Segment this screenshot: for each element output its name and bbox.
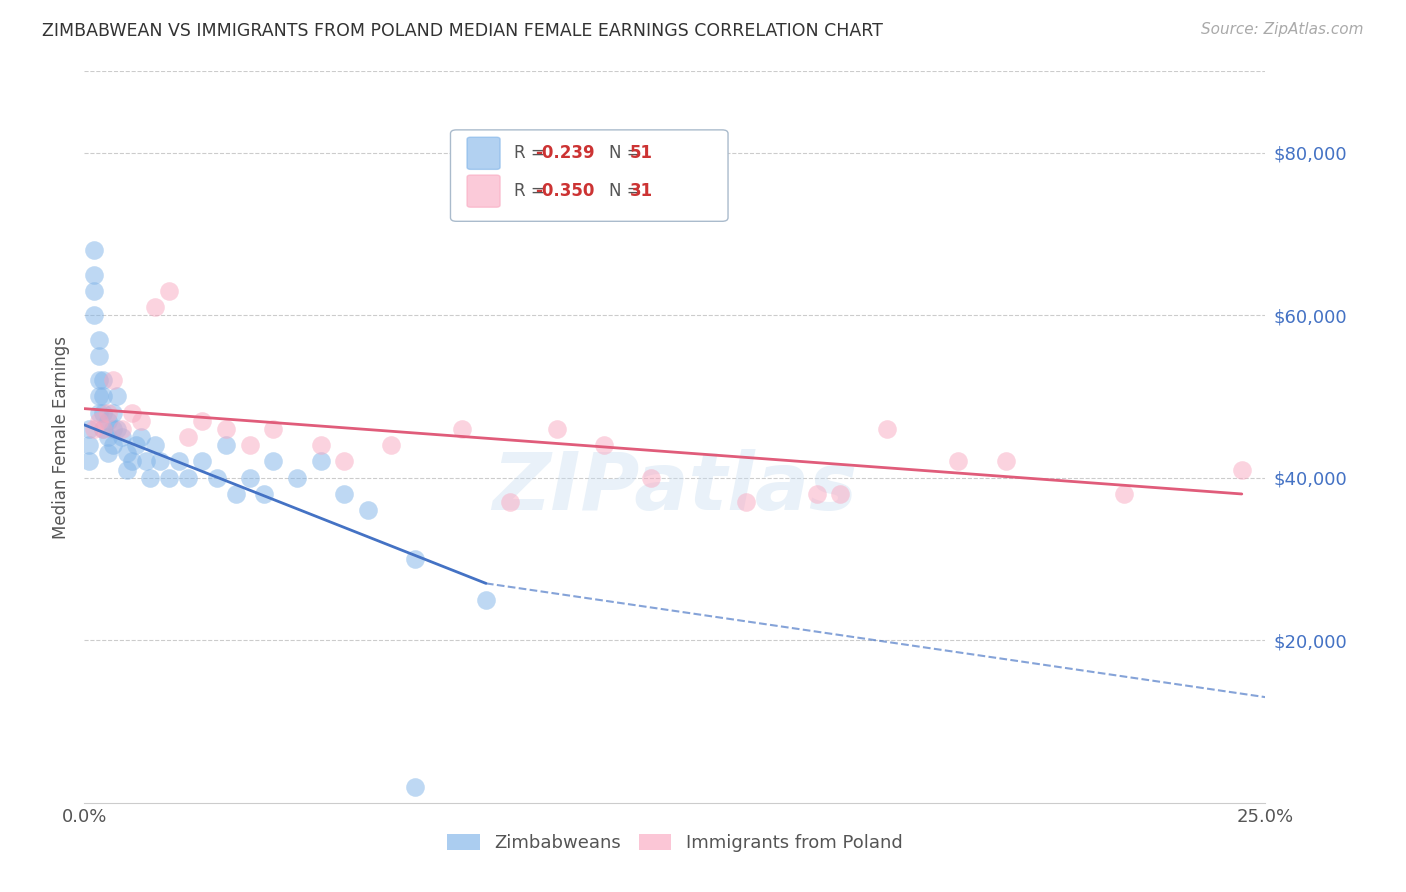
Point bbox=[157, 471, 180, 485]
Point bbox=[91, 422, 114, 436]
Point bbox=[87, 414, 110, 428]
Point bbox=[101, 422, 124, 436]
Text: Source: ZipAtlas.com: Source: ZipAtlas.com bbox=[1201, 22, 1364, 37]
Text: N =: N = bbox=[609, 145, 645, 162]
Point bbox=[115, 446, 138, 460]
Point bbox=[87, 406, 110, 420]
Point bbox=[87, 373, 110, 387]
Point bbox=[309, 454, 332, 468]
Point bbox=[333, 454, 356, 468]
Point bbox=[149, 454, 172, 468]
Text: ZIPatlas: ZIPatlas bbox=[492, 450, 858, 527]
Point bbox=[129, 414, 152, 428]
Point bbox=[97, 414, 120, 428]
Point bbox=[83, 268, 105, 282]
Text: 51: 51 bbox=[630, 145, 652, 162]
FancyBboxPatch shape bbox=[467, 137, 501, 169]
Text: R =: R = bbox=[515, 182, 550, 200]
Point bbox=[205, 471, 228, 485]
Point bbox=[139, 471, 162, 485]
Y-axis label: Median Female Earnings: Median Female Earnings bbox=[52, 335, 70, 539]
Point bbox=[129, 430, 152, 444]
Point bbox=[285, 471, 308, 485]
Point bbox=[498, 495, 520, 509]
Point bbox=[640, 471, 662, 485]
Point bbox=[111, 422, 134, 436]
Point bbox=[167, 454, 190, 468]
Point bbox=[135, 454, 157, 468]
Point bbox=[309, 438, 332, 452]
Point bbox=[1112, 487, 1135, 501]
Point bbox=[143, 438, 166, 452]
Point bbox=[97, 446, 120, 460]
Point bbox=[239, 438, 262, 452]
Point bbox=[357, 503, 380, 517]
Text: -0.239: -0.239 bbox=[536, 145, 595, 162]
Point bbox=[876, 422, 898, 436]
Point bbox=[83, 284, 105, 298]
Point bbox=[177, 430, 200, 444]
Point bbox=[83, 243, 105, 257]
Point bbox=[177, 471, 200, 485]
Point bbox=[125, 438, 148, 452]
Point bbox=[87, 349, 110, 363]
Point bbox=[546, 422, 568, 436]
FancyBboxPatch shape bbox=[450, 130, 728, 221]
Point bbox=[451, 422, 474, 436]
Point bbox=[239, 471, 262, 485]
Point bbox=[91, 389, 114, 403]
Point bbox=[225, 487, 247, 501]
Point bbox=[87, 389, 110, 403]
Point bbox=[191, 454, 214, 468]
Point bbox=[404, 780, 426, 794]
Point bbox=[111, 430, 134, 444]
Point bbox=[83, 422, 105, 436]
Point bbox=[215, 438, 238, 452]
Point bbox=[333, 487, 356, 501]
Point bbox=[77, 438, 100, 452]
Text: 31: 31 bbox=[630, 182, 654, 200]
Legend: Zimbabweans, Immigrants from Poland: Zimbabweans, Immigrants from Poland bbox=[440, 827, 910, 860]
Point bbox=[380, 438, 402, 452]
Point bbox=[91, 406, 114, 420]
Point bbox=[83, 308, 105, 322]
Point bbox=[215, 422, 238, 436]
Point bbox=[734, 495, 756, 509]
Point bbox=[101, 438, 124, 452]
Point bbox=[101, 373, 124, 387]
Point bbox=[77, 454, 100, 468]
Point bbox=[262, 422, 284, 436]
Point bbox=[191, 414, 214, 428]
Point bbox=[91, 373, 114, 387]
Point bbox=[948, 454, 970, 468]
Point bbox=[101, 406, 124, 420]
Point bbox=[404, 552, 426, 566]
Point bbox=[994, 454, 1017, 468]
Point bbox=[87, 333, 110, 347]
Text: R =: R = bbox=[515, 145, 550, 162]
Point bbox=[91, 422, 114, 436]
Point bbox=[77, 422, 100, 436]
Text: ZIMBABWEAN VS IMMIGRANTS FROM POLAND MEDIAN FEMALE EARNINGS CORRELATION CHART: ZIMBABWEAN VS IMMIGRANTS FROM POLAND MED… bbox=[42, 22, 883, 40]
Point bbox=[806, 487, 828, 501]
Point bbox=[121, 454, 143, 468]
Point bbox=[97, 430, 120, 444]
Point bbox=[1230, 462, 1253, 476]
Point bbox=[143, 300, 166, 314]
Point bbox=[97, 406, 120, 420]
Point bbox=[107, 389, 129, 403]
Point bbox=[475, 592, 498, 607]
Point bbox=[253, 487, 276, 501]
Point bbox=[830, 487, 852, 501]
Point bbox=[121, 406, 143, 420]
FancyBboxPatch shape bbox=[467, 175, 501, 207]
Point bbox=[262, 454, 284, 468]
Point bbox=[115, 462, 138, 476]
Point bbox=[107, 422, 129, 436]
Point bbox=[593, 438, 616, 452]
Point bbox=[157, 284, 180, 298]
Text: N =: N = bbox=[609, 182, 645, 200]
Text: -0.350: -0.350 bbox=[536, 182, 595, 200]
